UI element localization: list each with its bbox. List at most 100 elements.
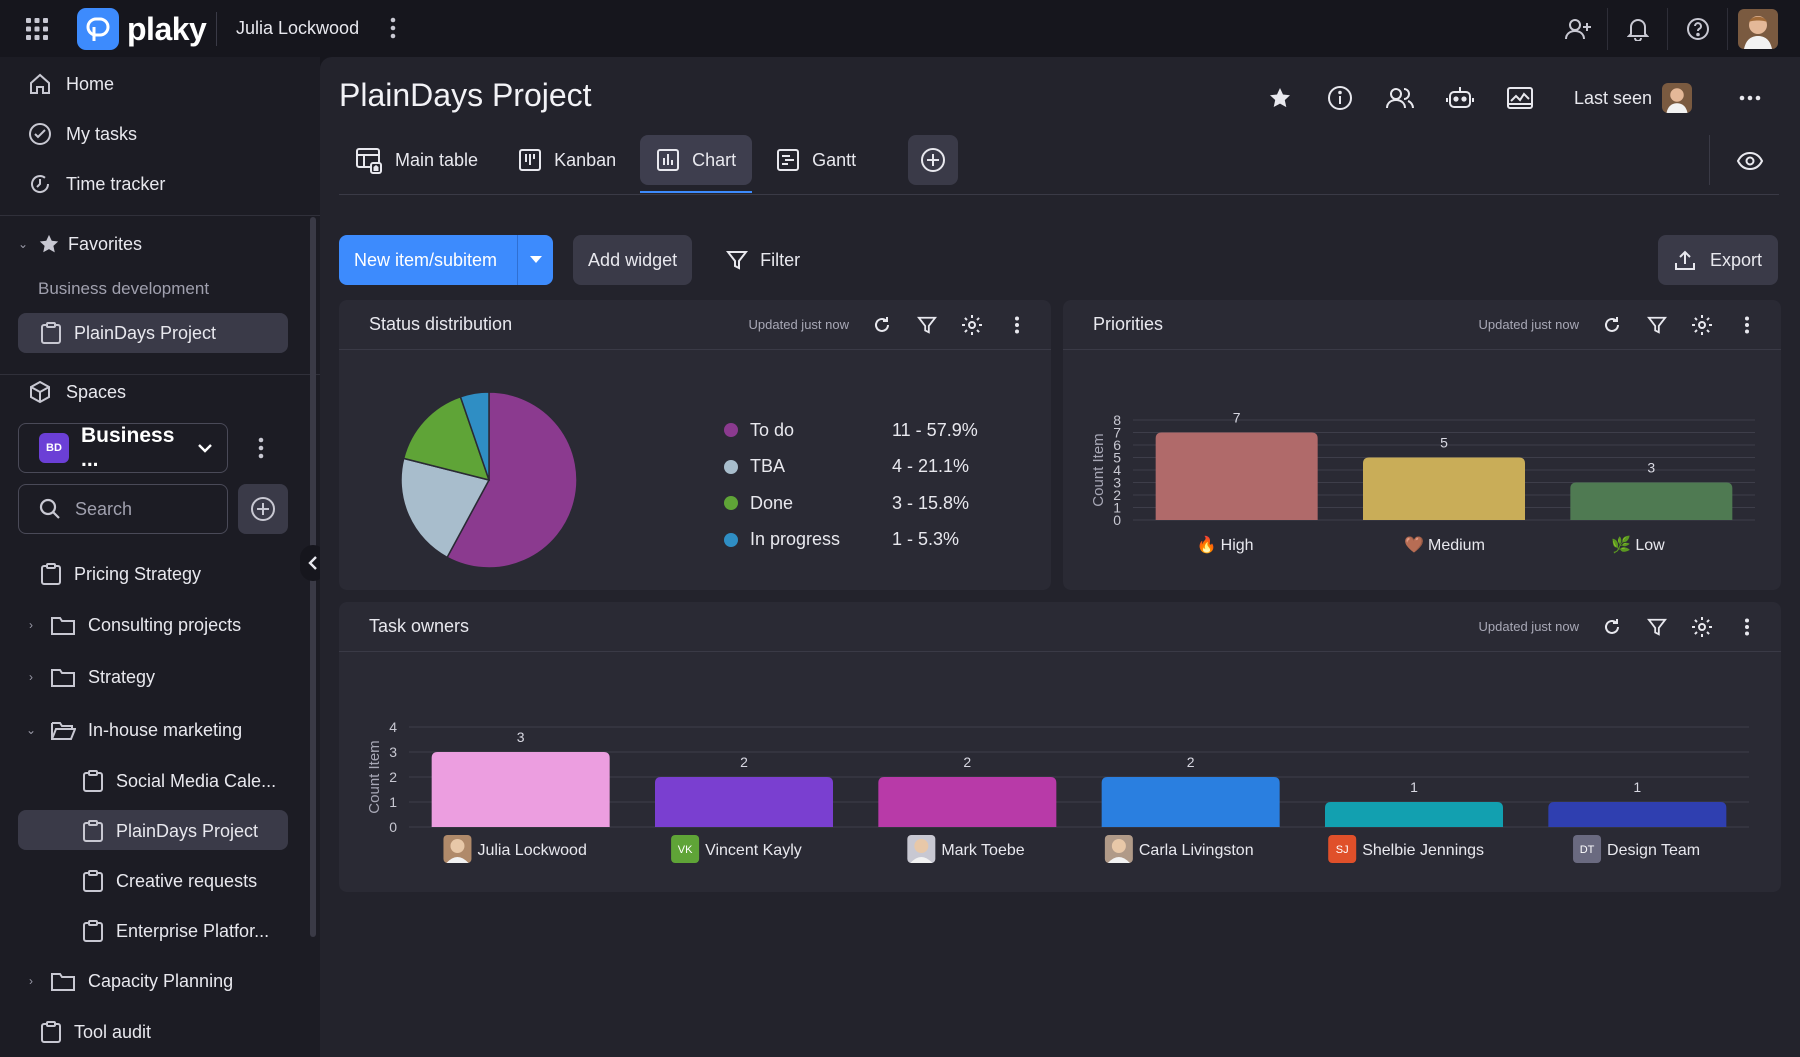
tabs-divider [339, 194, 1779, 195]
tree-item-plaindays[interactable]: PlainDays Project [82, 819, 258, 843]
tree-item-pricing[interactable]: Pricing Strategy [40, 562, 201, 586]
gear-icon[interactable] [949, 305, 994, 345]
kebab-menu-icon[interactable] [390, 17, 396, 39]
workspace-select[interactable]: BD Business ... [18, 423, 228, 473]
bar-medium[interactable] [1363, 457, 1525, 521]
plaky-logo[interactable]: plaky [77, 8, 207, 50]
gear-icon[interactable] [1679, 305, 1724, 345]
add-widget-button[interactable]: Add widget [573, 235, 693, 285]
sidebar-item-my-tasks[interactable]: My tasks [28, 122, 137, 146]
kebab-menu-icon[interactable] [1724, 305, 1769, 345]
status-pie-chart [400, 391, 578, 569]
info-icon[interactable] [1310, 77, 1370, 119]
spaces-label: Spaces [66, 381, 127, 402]
refresh-icon[interactable] [1589, 607, 1634, 647]
add-space-button[interactable] [238, 484, 288, 534]
filter-icon[interactable] [1634, 607, 1679, 647]
new-item-button[interactable]: New item/subitem [339, 235, 554, 285]
filter-icon[interactable] [1634, 305, 1679, 345]
priority-icon: 🔥 [1197, 535, 1217, 554]
widget-title: Priorities [1093, 314, 1164, 334]
chevron-right-icon[interactable]: › [29, 670, 33, 684]
pie-slice-in-progress[interactable] [459, 391, 490, 481]
legend-label: To do [750, 419, 795, 440]
tree-item-consulting[interactable]: › Consulting projects [24, 614, 241, 636]
bell-icon[interactable] [1608, 8, 1668, 50]
activity-chart-icon[interactable] [1490, 77, 1550, 119]
more-horizontal-icon[interactable] [1720, 77, 1780, 119]
invite-user-icon[interactable] [1548, 8, 1608, 50]
legend-value: 1 - 5.3% [892, 529, 960, 550]
tab-kanban[interactable]: Kanban [502, 135, 632, 185]
bar-value-label: 1 [1410, 779, 1418, 795]
tab-chart[interactable]: Chart [640, 135, 753, 193]
filter-icon[interactable] [904, 305, 949, 345]
x-category-label: Carla Livingston [1139, 842, 1254, 859]
new-item-label: New item/subitem [354, 249, 498, 270]
tree-item-capacity[interactable]: › Capacity Planning [24, 970, 233, 992]
tab-main-table[interactable]: Main table [339, 135, 494, 185]
tree-item-enterprise[interactable]: Enterprise Platfor... [82, 919, 269, 943]
user-avatar[interactable] [1728, 8, 1788, 50]
bar-julia-lockwood[interactable] [431, 752, 610, 827]
sidebar-item-spaces[interactable]: Spaces [28, 380, 126, 404]
y-tick-label: 6 [1113, 437, 1121, 453]
filter-button[interactable]: Filter [712, 235, 814, 285]
bar-high[interactable] [1155, 432, 1318, 521]
workspace-menu-icon[interactable] [258, 437, 264, 459]
caret-down-icon[interactable] [517, 235, 553, 285]
favorites-header[interactable]: ⌄ Favorites [16, 233, 142, 255]
bar-low[interactable] [1570, 482, 1733, 521]
folder-icon [50, 666, 76, 688]
chevron-right-icon[interactable]: › [29, 974, 33, 988]
chevron-right-icon[interactable]: › [29, 618, 33, 632]
bar-vincent-kayly[interactable] [655, 777, 833, 827]
star-icon[interactable] [1250, 77, 1310, 119]
automation-robot-icon[interactable] [1430, 77, 1490, 119]
legend-swatch [724, 496, 738, 511]
help-icon[interactable] [1668, 8, 1728, 50]
plus-circle-icon [250, 496, 276, 522]
bar-mark-toebe[interactable] [878, 777, 1057, 827]
pie-slice-tba[interactable] [400, 457, 491, 559]
kanban-icon [518, 148, 542, 172]
pie-slice-done[interactable] [402, 395, 491, 482]
bar-carla-livingston[interactable] [1101, 777, 1280, 827]
sidebar-item-label: Time tracker [66, 173, 166, 194]
sidebar: Home My tasks Time tracker ⌄ Favorites B… [0, 57, 320, 1057]
tree-item-strategy[interactable]: › Strategy [24, 666, 155, 688]
bar-design-team[interactable] [1548, 802, 1727, 827]
tree-item-tool-audit[interactable]: Tool audit [40, 1020, 151, 1044]
workspace-user[interactable]: Julia Lockwood [236, 18, 360, 38]
tree-item-creative[interactable]: Creative requests [82, 869, 257, 893]
priority-icon: 🤎 [1404, 536, 1424, 554]
divider [1709, 135, 1710, 185]
gear-icon[interactable] [1679, 607, 1724, 647]
tree-item-inhouse[interactable]: ⌄ In-house marketing [24, 719, 242, 741]
last-seen-avatar [1662, 83, 1692, 113]
kebab-menu-icon[interactable] [994, 305, 1039, 345]
chevron-down-icon[interactable]: ⌄ [25, 723, 37, 737]
sidebar-item-time-tracker[interactable]: Time tracker [28, 172, 165, 196]
export-button[interactable]: Export [1657, 235, 1778, 285]
bar-shelbie-jennings[interactable] [1325, 802, 1503, 827]
members-icon[interactable] [1370, 77, 1430, 119]
sidebar-item-home[interactable]: Home [28, 72, 114, 96]
favorite-item-plaindays[interactable] [18, 313, 288, 353]
tree-item-social[interactable]: Social Media Cale... [82, 769, 276, 793]
page-title: PlainDays Project [339, 77, 592, 113]
tree-item-plaindays-selected[interactable] [18, 810, 288, 850]
tree-item-label: Capacity Planning [88, 970, 234, 991]
eye-icon[interactable] [1725, 141, 1775, 181]
divider [0, 374, 320, 375]
pie-slice-to-do[interactable] [446, 391, 578, 569]
sidebar-search-input[interactable]: Search [18, 484, 228, 534]
refresh-icon[interactable] [1589, 305, 1634, 345]
refresh-icon[interactable] [859, 305, 904, 345]
add-view-button[interactable] [908, 135, 959, 185]
tab-gantt[interactable]: Gantt [760, 135, 872, 185]
last-seen[interactable]: Last seen [1574, 83, 1692, 113]
kebab-menu-icon[interactable] [1724, 607, 1769, 647]
widget-task-owners: Task owners Updated just now 0 1 2 3 4 Count … [339, 602, 1781, 892]
apps-grid-icon[interactable] [26, 18, 48, 40]
